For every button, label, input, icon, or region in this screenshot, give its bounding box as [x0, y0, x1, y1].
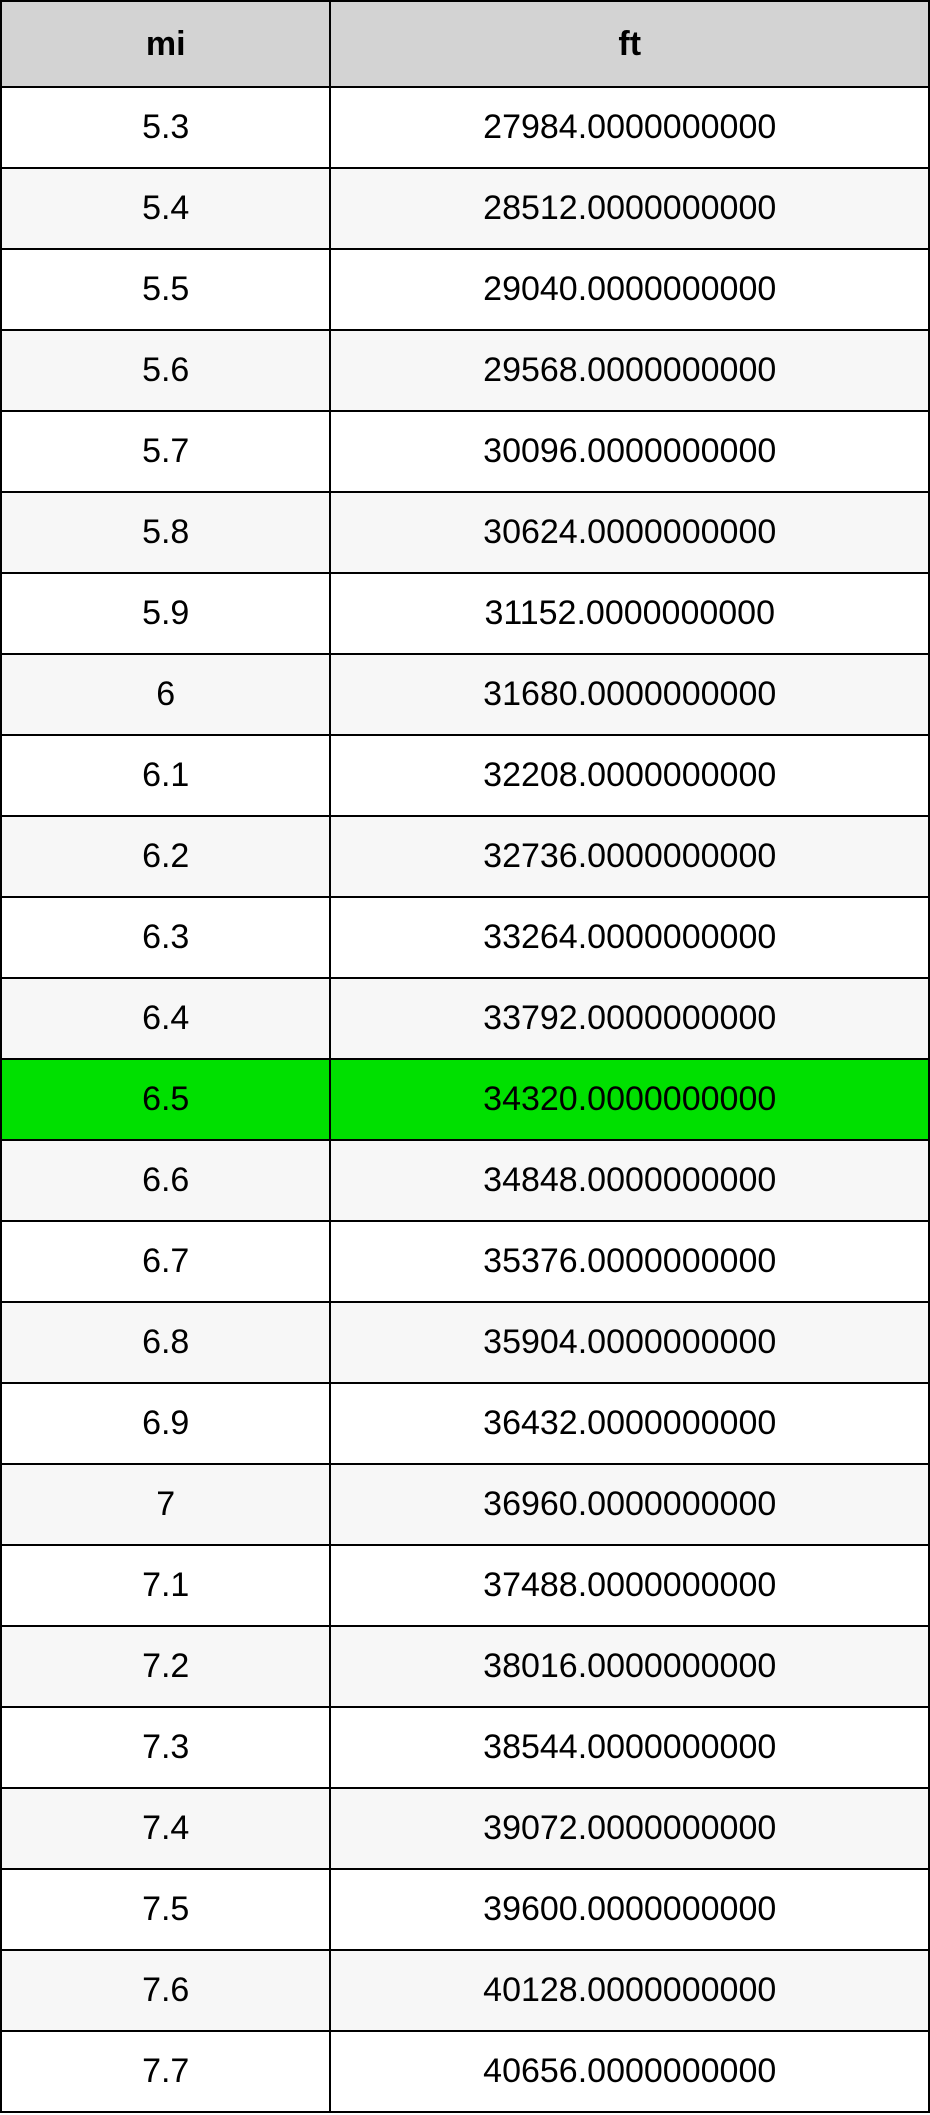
cell-ft: 39072.0000000000 [330, 1788, 929, 1869]
cell-ft: 30096.0000000000 [330, 411, 929, 492]
cell-ft: 29568.0000000000 [330, 330, 929, 411]
cell-ft: 27984.0000000000 [330, 87, 929, 168]
table-row: 6.634848.0000000000 [1, 1140, 929, 1221]
table-row: 6.534320.0000000000 [1, 1059, 929, 1140]
cell-mi: 6.2 [1, 816, 330, 897]
cell-mi: 7.1 [1, 1545, 330, 1626]
table-row: 7.137488.0000000000 [1, 1545, 929, 1626]
cell-ft: 33264.0000000000 [330, 897, 929, 978]
cell-mi: 7.5 [1, 1869, 330, 1950]
cell-mi: 6.1 [1, 735, 330, 816]
cell-mi: 6 [1, 654, 330, 735]
cell-mi: 7.2 [1, 1626, 330, 1707]
cell-mi: 5.9 [1, 573, 330, 654]
cell-ft: 31680.0000000000 [330, 654, 929, 735]
table-row: 7.539600.0000000000 [1, 1869, 929, 1950]
table-row: 5.931152.0000000000 [1, 573, 929, 654]
cell-mi: 6.3 [1, 897, 330, 978]
cell-ft: 36960.0000000000 [330, 1464, 929, 1545]
cell-mi: 5.5 [1, 249, 330, 330]
cell-ft: 40128.0000000000 [330, 1950, 929, 2031]
table-row: 736960.0000000000 [1, 1464, 929, 1545]
table-row: 7.740656.0000000000 [1, 2031, 929, 2112]
table-row: 7.640128.0000000000 [1, 1950, 929, 2031]
cell-mi: 7.4 [1, 1788, 330, 1869]
table-row: 5.830624.0000000000 [1, 492, 929, 573]
table-row: 6.835904.0000000000 [1, 1302, 929, 1383]
conversion-table: mift 5.327984.00000000005.428512.0000000… [0, 0, 930, 2113]
cell-ft: 31152.0000000000 [330, 573, 929, 654]
cell-mi: 7.7 [1, 2031, 330, 2112]
cell-mi: 6.8 [1, 1302, 330, 1383]
cell-ft: 34320.0000000000 [330, 1059, 929, 1140]
cell-mi: 5.7 [1, 411, 330, 492]
cell-ft: 40656.0000000000 [330, 2031, 929, 2112]
table-row: 6.735376.0000000000 [1, 1221, 929, 1302]
table-row: 6.936432.0000000000 [1, 1383, 929, 1464]
cell-mi: 5.6 [1, 330, 330, 411]
cell-ft: 38016.0000000000 [330, 1626, 929, 1707]
table-row: 6.433792.0000000000 [1, 978, 929, 1059]
table-header-row: mift [1, 1, 929, 87]
table-row: 7.238016.0000000000 [1, 1626, 929, 1707]
cell-mi: 5.3 [1, 87, 330, 168]
table-row: 7.439072.0000000000 [1, 1788, 929, 1869]
table-row: 7.338544.0000000000 [1, 1707, 929, 1788]
cell-mi: 6.4 [1, 978, 330, 1059]
cell-mi: 6.5 [1, 1059, 330, 1140]
cell-ft: 35376.0000000000 [330, 1221, 929, 1302]
cell-ft: 38544.0000000000 [330, 1707, 929, 1788]
cell-ft: 28512.0000000000 [330, 168, 929, 249]
table-row: 5.428512.0000000000 [1, 168, 929, 249]
cell-mi: 6.7 [1, 1221, 330, 1302]
table-row: 5.730096.0000000000 [1, 411, 929, 492]
cell-ft: 36432.0000000000 [330, 1383, 929, 1464]
cell-ft: 39600.0000000000 [330, 1869, 929, 1950]
cell-mi: 5.8 [1, 492, 330, 573]
cell-ft: 32208.0000000000 [330, 735, 929, 816]
cell-ft: 35904.0000000000 [330, 1302, 929, 1383]
cell-ft: 33792.0000000000 [330, 978, 929, 1059]
cell-ft: 30624.0000000000 [330, 492, 929, 573]
table-row: 5.629568.0000000000 [1, 330, 929, 411]
table-row: 6.232736.0000000000 [1, 816, 929, 897]
cell-ft: 32736.0000000000 [330, 816, 929, 897]
cell-ft: 34848.0000000000 [330, 1140, 929, 1221]
cell-mi: 6.9 [1, 1383, 330, 1464]
column-header-ft: ft [330, 1, 929, 87]
cell-ft: 37488.0000000000 [330, 1545, 929, 1626]
table-row: 5.529040.0000000000 [1, 249, 929, 330]
column-header-mi: mi [1, 1, 330, 87]
table-row: 6.132208.0000000000 [1, 735, 929, 816]
cell-mi: 7 [1, 1464, 330, 1545]
table-row: 5.327984.0000000000 [1, 87, 929, 168]
cell-mi: 5.4 [1, 168, 330, 249]
cell-mi: 6.6 [1, 1140, 330, 1221]
table-row: 631680.0000000000 [1, 654, 929, 735]
table-row: 6.333264.0000000000 [1, 897, 929, 978]
cell-mi: 7.3 [1, 1707, 330, 1788]
cell-ft: 29040.0000000000 [330, 249, 929, 330]
cell-mi: 7.6 [1, 1950, 330, 2031]
